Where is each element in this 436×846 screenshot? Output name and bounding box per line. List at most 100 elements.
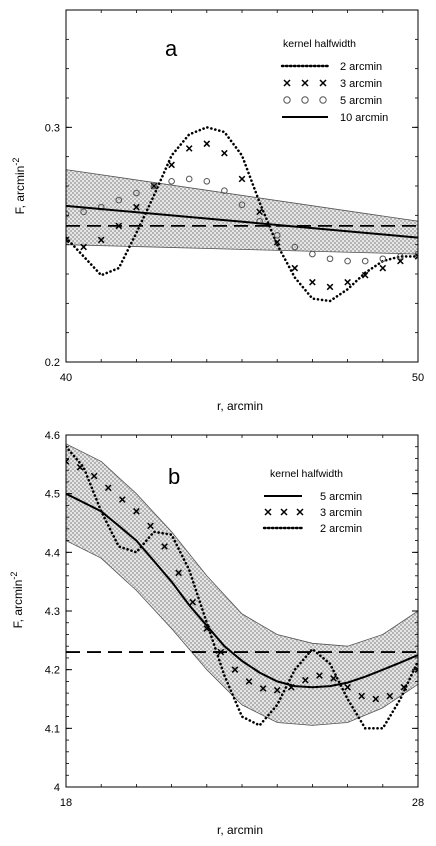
series-point-5-arcmin: [150, 182, 158, 190]
series-point-3-arcmin: [133, 203, 140, 211]
series-point-5-arcmin: [221, 187, 228, 194]
series-point-3-arcmin: [273, 686, 281, 694]
ytick-label: 4: [54, 782, 60, 794]
series-point-3-arcmin: [90, 472, 98, 480]
legend-circle: [301, 96, 309, 104]
series-point-3-arcmin: [309, 278, 316, 286]
panel-a-xtick-50: 50: [412, 372, 424, 384]
panel-b-chart: b kernel halfwidth 5 arcmin 3 arcmin 2 a…: [9, 430, 424, 837]
panel-a-legend-title: kernel halfwidth: [283, 38, 356, 50]
series-point-3-arcmin: [287, 683, 295, 691]
series-point-5-arcmin: [379, 255, 387, 263]
series-point-5-arcmin: [133, 189, 140, 197]
panel-b-legend-title: kernel halfwidth: [270, 468, 343, 480]
series-point-3-arcmin: [344, 683, 351, 691]
series-point-5-arcmin: [203, 178, 211, 185]
panel-b-legend-box: [262, 460, 402, 540]
ytick-label: 4.3: [45, 606, 60, 618]
legend-cross: [280, 508, 288, 516]
series-point-3-arcmin: [256, 208, 263, 216]
legend-cross: [296, 508, 304, 516]
series-point-3-arcmin: [414, 253, 418, 260]
legend-item-3-arcmin: 3 arcmin: [283, 78, 382, 90]
panel-a-xlabel: r, arcmin: [217, 399, 263, 413]
ytick-label: 4.6: [45, 430, 60, 442]
ytick-label: 4.2: [45, 665, 60, 677]
panel-b-xtick-28: 28: [412, 797, 424, 809]
series-point-3-arcmin: [316, 672, 323, 679]
series-point-3-arcmin: [273, 238, 281, 246]
panel-a-ylabel: F, arcmin-2: [11, 158, 27, 215]
legend-item-5-arcmin: 5 arcmin: [283, 95, 382, 107]
series-line-2-arcmin: [66, 445, 418, 730]
series-point-3-arcmin: [189, 598, 197, 606]
legend-item-2-arcmin: 2 arcmin: [262, 523, 362, 535]
series-point-5-arcmin: [80, 208, 87, 216]
series-point-3-arcmin: [185, 145, 193, 152]
legend-swatch-crosses: [283, 79, 327, 87]
legend-cross: [283, 79, 291, 87]
legend-label: 5 arcmin: [320, 491, 362, 503]
panel-b-xlabel: r, arcmin: [217, 823, 263, 837]
series-point-3-arcmin: [372, 695, 380, 703]
series-point-5-arcmin: [273, 231, 281, 239]
legend-label: 2 arcmin: [320, 523, 362, 535]
series-point-3-arcmin: [302, 676, 309, 684]
series-line-10-arcmin: [66, 204, 418, 239]
panel-b-letter: b: [168, 464, 180, 489]
series-point-5-arcmin: [185, 175, 193, 183]
legend-item-5-arcmin: 5 arcmin: [264, 491, 362, 503]
legend-circle: [319, 96, 327, 104]
ytick-label: 0.2: [45, 357, 60, 369]
confidence-band: [66, 169, 418, 255]
series-point-5-arcmin: [309, 250, 316, 258]
series-point-3-arcmin: [326, 283, 334, 291]
legend-circle: [283, 96, 291, 104]
panel-a-chart: a kernel halfwidth 2 arcmin 3 arcmin 5 a…: [11, 9, 424, 413]
series-point-3-arcmin: [414, 666, 418, 673]
series-point-3-arcmin: [118, 496, 126, 503]
series-point-5-arcmin: [168, 178, 175, 185]
panel-a-ticks: [65, 9, 419, 363]
legend-label: 3 arcmin: [340, 78, 382, 90]
series-point-3-arcmin: [344, 278, 351, 286]
legend-item-3-arcmin: 3 arcmin: [264, 507, 362, 519]
panel-a-xtick-40: 40: [60, 372, 72, 384]
series-point-5-arcmin: [414, 250, 418, 258]
legend-label: 5 arcmin: [340, 95, 382, 107]
series-point-5-arcmin: [326, 255, 334, 263]
series-point-3-arcmin: [217, 648, 225, 656]
ytick-label: 4.5: [45, 489, 60, 501]
series-point-3-arcmin: [168, 161, 175, 169]
panel-a-legend: kernel halfwidth 2 arcmin 3 arcmin 5 arc…: [280, 38, 388, 124]
series-line-2-arcmin: [66, 125, 418, 303]
legend-swatch-circles: [283, 96, 327, 104]
panel-b-legend: kernel halfwidth 5 arcmin 3 arcmin 2 arc…: [262, 460, 402, 540]
panel-a-letter: a: [165, 36, 178, 61]
series-point-3-arcmin: [259, 685, 267, 692]
series-point-3-arcmin: [231, 666, 239, 673]
legend-item-2-arcmin: 2 arcmin: [280, 61, 382, 73]
series-point-3-arcmin: [203, 625, 211, 632]
series-point-3-arcmin: [397, 257, 404, 265]
legend-label: 10 arcmin: [340, 112, 388, 124]
series-point-3-arcmin: [330, 675, 337, 682]
series-point-3-arcmin: [361, 271, 369, 279]
ytick-label: 0.3: [45, 122, 60, 134]
legend-swatch-crosses: [264, 508, 304, 516]
legend-cross: [319, 79, 327, 87]
panel-b-ylabel: F, arcmin-2: [9, 572, 25, 629]
series-point-3-arcmin: [379, 264, 387, 272]
series-line-5-arcmin: [66, 492, 418, 689]
series-point-5-arcmin: [397, 253, 404, 260]
series-point-5-arcmin: [238, 201, 246, 209]
series-point-5-arcmin: [115, 196, 123, 204]
panel-b-xtick-18: 18: [60, 797, 72, 809]
series-point-3-arcmin: [358, 692, 366, 700]
series-point-5-arcmin: [361, 257, 369, 265]
series-point-3-arcmin: [245, 678, 253, 685]
series-point-3-arcmin: [104, 484, 112, 492]
series-point-3-arcmin: [175, 569, 182, 577]
series-point-3-arcmin: [221, 149, 228, 157]
